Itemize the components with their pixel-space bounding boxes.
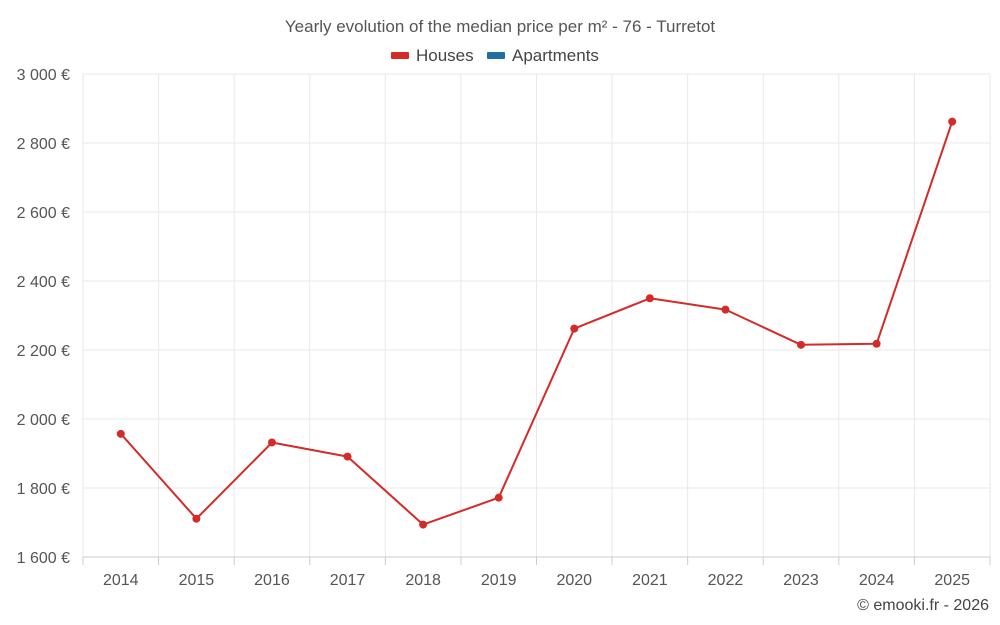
x-tick-label: 2018	[405, 572, 441, 589]
y-tick-label: 1 800 €	[17, 481, 70, 498]
legend-label-apartments: Apartments	[512, 46, 599, 65]
data-point-houses[interactable]	[721, 305, 730, 314]
x-tick-label: 2025	[934, 572, 970, 589]
x-tick-label: 2021	[632, 572, 668, 589]
data-point-houses[interactable]	[797, 340, 806, 349]
y-tick-label: 2 800 €	[17, 136, 70, 153]
x-tick-label: 2023	[783, 572, 819, 589]
legend-swatch-houses	[391, 52, 409, 59]
y-tick-label: 2 000 €	[17, 412, 70, 429]
data-point-houses[interactable]	[494, 493, 503, 502]
y-tick-label: 3 000 €	[17, 67, 70, 84]
x-tick-label: 2016	[254, 572, 290, 589]
y-tick-label: 2 200 €	[17, 343, 70, 360]
data-point-houses[interactable]	[948, 117, 957, 126]
y-tick-label: 1 600 €	[17, 550, 70, 567]
x-tick-label: 2017	[330, 572, 366, 589]
data-point-houses[interactable]	[570, 324, 579, 333]
data-point-houses[interactable]	[419, 520, 428, 529]
data-point-houses[interactable]	[267, 438, 276, 447]
grid	[82, 73, 991, 557]
x-tick-label: 2022	[708, 572, 744, 589]
data-point-houses[interactable]	[116, 429, 125, 438]
legend-item-houses[interactable]: Houses	[391, 46, 474, 65]
legend-label-houses: Houses	[416, 46, 474, 65]
data-point-houses[interactable]	[645, 294, 654, 303]
axes: 1 600 € 1 800 € 2 000 € 2 200 € 2 400 € 2 600…	[17, 67, 991, 589]
y-tick-label: 2 400 €	[17, 274, 70, 291]
series-line-houses	[120, 121, 954, 526]
data-point-houses[interactable]	[343, 452, 352, 461]
x-tick-label: 2014	[103, 572, 139, 589]
legend: Houses Apartments	[391, 46, 599, 65]
legend-swatch-apartments	[487, 52, 505, 59]
y-tick-label: 2 600 €	[17, 205, 70, 222]
x-tick-label: 2019	[481, 572, 517, 589]
x-tick-label: 2015	[179, 572, 215, 589]
credit-text[interactable]: © emooki.fr - 2026	[857, 597, 989, 614]
data-point-houses[interactable]	[872, 339, 881, 348]
legend-item-apartments[interactable]: Apartments	[487, 46, 599, 65]
x-tick-label: 2024	[859, 572, 895, 589]
x-tick-label: 2020	[556, 572, 592, 589]
chart-title: Yearly evolution of the median price per…	[285, 17, 716, 36]
data-point-houses[interactable]	[192, 514, 201, 523]
series-layer	[116, 117, 957, 529]
